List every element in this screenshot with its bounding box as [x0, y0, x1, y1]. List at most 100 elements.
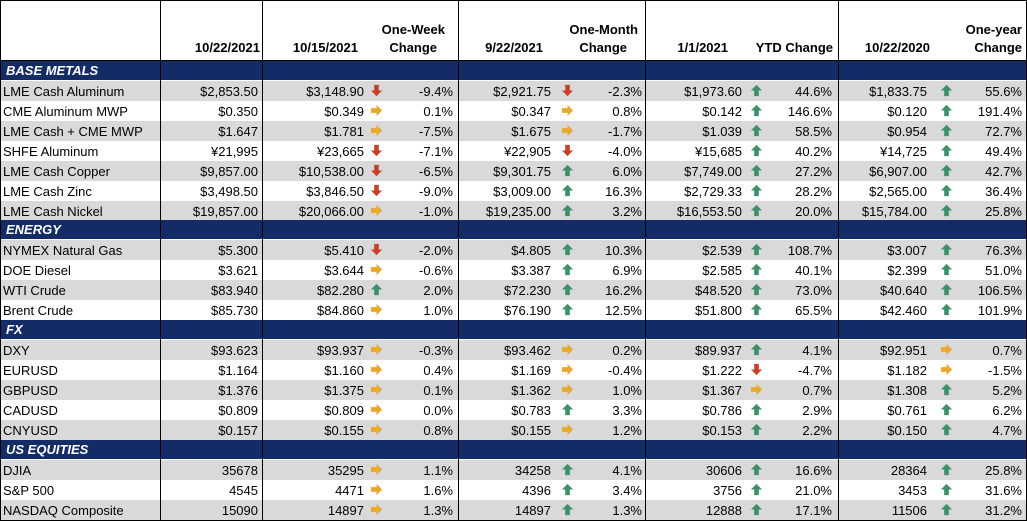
cell-v2: $10,538.00 [298, 164, 364, 179]
cell-v2: $3.644 [324, 263, 364, 278]
arrow-up-icon [940, 483, 953, 497]
arrow-up-icon [561, 283, 574, 297]
cell-mo: 1.2% [612, 423, 642, 438]
arrow-up-icon [561, 184, 574, 198]
arrow-right-icon [561, 383, 574, 397]
cell-mo: 0.2% [612, 343, 642, 358]
arrow-up-icon [940, 164, 953, 178]
arrow-up-icon [561, 403, 574, 417]
arrow-up-icon [561, 243, 574, 257]
arrow-up-icon [940, 84, 953, 98]
cell-yr: 25.8% [985, 463, 1022, 478]
cell-v4: $2.539 [702, 243, 742, 258]
arrow-right-icon [561, 423, 574, 437]
cell-v5: $42.460 [880, 303, 927, 318]
cell-v1: $19,857.00 [192, 204, 258, 219]
cell-v2: $82.280 [317, 283, 364, 298]
table-border [0, 0, 1027, 1]
cell-ytd: 146.6% [787, 104, 832, 119]
arrow-up-icon [940, 383, 953, 397]
arrow-up-icon [940, 204, 953, 218]
cell-v1: 35678 [221, 463, 258, 478]
arrow-up-icon [750, 423, 763, 437]
cell-v3: $9,301.75 [493, 164, 551, 179]
cell-v5: $40.640 [880, 283, 927, 298]
cell-v5: $1.308 [887, 383, 927, 398]
cell-v5: 11506 [891, 503, 927, 518]
cell-v4: $7,749.00 [684, 164, 742, 179]
column-divider [160, 0, 161, 521]
row-label: GBPUSD [3, 383, 58, 398]
arrow-up-icon [750, 263, 763, 277]
cell-ytd: 20.0% [795, 204, 832, 219]
row-label: SHFE Aluminum [3, 144, 99, 159]
cell-mo: -2.3% [608, 84, 642, 99]
table-row: NASDAQ Composite 15090 14897 1.3% 14897 1.3% 1… [0, 500, 1027, 520]
cell-v4: $1,973.60 [684, 84, 742, 99]
row-label: DXY [3, 343, 30, 358]
cell-ytd: 58.5% [795, 124, 832, 139]
cell-wk: -6.5% [419, 164, 453, 179]
cell-mo: 12.5% [605, 303, 642, 318]
arrow-right-icon [561, 343, 574, 357]
cell-v1: $1.376 [218, 383, 258, 398]
cell-v3: $72.230 [504, 283, 551, 298]
cell-v4: $1.039 [702, 124, 742, 139]
cell-v5: $92.951 [880, 343, 927, 358]
cell-v2: 14897 [327, 503, 364, 518]
arrow-up-icon [940, 144, 953, 158]
cell-yr: 106.5% [977, 283, 1022, 298]
arrow-right-icon [370, 124, 383, 138]
col-header-ytd-change: YTD Change [755, 40, 833, 55]
table-row: DJIA 35678 35295 1.1% 34258 4.1% 30606 16.6% 283… [0, 460, 1027, 480]
arrow-up-icon [940, 423, 953, 437]
section-header: FX [0, 320, 1027, 339]
cell-ytd: 4.1% [802, 343, 832, 358]
arrow-right-icon [940, 363, 953, 377]
table-row: LME Cash Aluminum $2,853.50 $3,148.90 -9.4%… [0, 81, 1027, 101]
cell-mo: 6.0% [612, 164, 642, 179]
cell-v4: $1.367 [702, 383, 742, 398]
arrow-up-icon [940, 463, 953, 477]
cell-mo: 16.2% [605, 283, 642, 298]
cell-v2: $1.781 [324, 124, 364, 139]
cell-v3: ¥22,905 [504, 144, 551, 159]
row-label: LME Cash + CME MWP [3, 124, 143, 139]
arrow-up-icon [561, 164, 574, 178]
arrow-up-icon [940, 303, 953, 317]
table-row: WTI Crude $83.940 $82.280 2.0% $72.230 16.2% $… [0, 280, 1027, 300]
arrow-down-icon [370, 243, 383, 257]
cell-ytd: 2.9% [802, 403, 832, 418]
arrow-right-icon [370, 303, 383, 317]
cell-v2: $0.155 [324, 423, 364, 438]
table-border [0, 0, 1, 521]
cell-v3: $0.347 [511, 104, 551, 119]
col-header-10-15-2021: 10/15/2021 [292, 40, 358, 55]
cell-v5: $6,907.00 [869, 164, 927, 179]
arrow-right-icon [370, 463, 383, 477]
arrow-right-icon [750, 383, 763, 397]
cell-v5: $2,565.00 [869, 184, 927, 199]
col-header-one-year-line1: One-year [965, 22, 1022, 37]
cell-v2: $0.809 [324, 403, 364, 418]
cell-wk: 2.0% [423, 283, 453, 298]
arrow-right-icon [370, 503, 383, 517]
arrow-up-icon [750, 84, 763, 98]
cell-v2: $20,066.00 [298, 204, 364, 219]
cell-v4: $2.585 [702, 263, 742, 278]
cell-v4: 12888 [705, 503, 742, 518]
arrow-down-icon [561, 84, 574, 98]
arrow-up-icon [940, 503, 953, 517]
arrow-right-icon [370, 343, 383, 357]
cell-v3: $1.169 [511, 363, 551, 378]
cell-wk: 0.4% [423, 363, 453, 378]
cell-v2: $93.937 [317, 343, 364, 358]
cell-mo: 16.3% [605, 184, 642, 199]
cell-v3: $3,009.00 [493, 184, 551, 199]
cell-v1: $85.730 [211, 303, 258, 318]
column-divider [645, 0, 646, 521]
cell-v1: 15090 [221, 503, 258, 518]
cell-v3: 4396 [522, 483, 551, 498]
row-label: LME Cash Copper [3, 164, 110, 179]
arrow-up-icon [561, 503, 574, 517]
